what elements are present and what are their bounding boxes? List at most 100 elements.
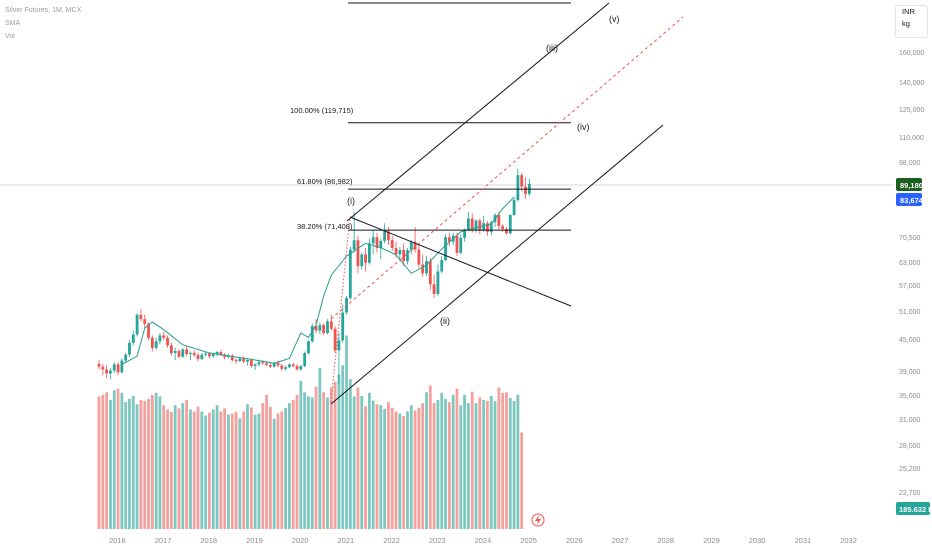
candle-body: [455, 235, 459, 253]
volume-bar: [215, 405, 219, 529]
flash-icon[interactable]: [531, 513, 545, 527]
channel-upper-line[interactable]: [346, 2, 610, 222]
time-axis[interactable]: 2016 2017 2018 2019 2020 2021 2022 2023 2024 2025…: [109, 536, 857, 545]
volume-bar: [143, 401, 147, 529]
candle-body: [387, 231, 390, 241]
volume-bar: [249, 407, 253, 529]
candle: [348, 246, 352, 300]
volume-bar: [383, 408, 387, 529]
candle: [307, 340, 310, 355]
volume-bar: [489, 395, 493, 529]
volume-bar: [268, 406, 272, 529]
candle: [329, 314, 333, 331]
candle-body: [128, 342, 131, 355]
candle-body: [116, 364, 120, 373]
candle: [341, 304, 345, 343]
candle-body: [124, 354, 128, 361]
impulse-dotted-line[interactable]: [330, 216, 351, 403]
candle-body: [147, 323, 150, 338]
candle: [257, 360, 261, 367]
price-tick-label: 25,200: [899, 466, 921, 473]
year-tick-label: 2020: [292, 536, 309, 545]
candle: [402, 243, 406, 267]
volume-bar: [185, 400, 188, 529]
candle: [253, 363, 257, 371]
candle: [131, 330, 135, 346]
candle-body: [364, 254, 367, 263]
volume-bar: [310, 397, 314, 529]
volume-bar: [417, 407, 421, 529]
candle: [436, 264, 440, 296]
volume-bar: [276, 413, 280, 529]
candle: [470, 213, 474, 233]
volume-bar: [406, 411, 409, 529]
candle: [333, 325, 337, 354]
channel-midline[interactable]: [330, 16, 684, 320]
candle: [516, 168, 520, 202]
volume-bar: [501, 392, 505, 529]
year-tick-label: 2016: [109, 536, 126, 545]
volume-bar: [211, 409, 215, 529]
candle-body: [265, 363, 268, 365]
candle-body: [109, 370, 112, 374]
volume-bar: [516, 394, 520, 529]
candle-body: [295, 366, 299, 370]
candle: [459, 234, 463, 255]
volume-bar: [451, 394, 455, 529]
candle-body: [177, 350, 181, 357]
volume-bar: [242, 411, 246, 529]
candle: [314, 319, 318, 334]
candle-body: [421, 264, 425, 274]
volume-bar: [112, 390, 116, 529]
candle: [444, 234, 447, 262]
candle-body: [379, 240, 383, 248]
candle: [189, 351, 192, 360]
sma-polyline: [121, 196, 515, 365]
candle: [432, 275, 436, 298]
currency-unit-box[interactable]: INR kg: [895, 5, 928, 38]
channel-lower-line[interactable]: [330, 124, 664, 405]
volume-bar: [371, 400, 375, 529]
candle: [150, 335, 154, 352]
volume-bar: [379, 405, 383, 529]
candle-body: [390, 240, 394, 248]
candle: [337, 333, 341, 385]
candle: [192, 350, 196, 357]
volume-bar: [280, 411, 284, 529]
candle: [173, 347, 177, 360]
price-tick-label: 63,000: [899, 260, 921, 267]
drawings[interactable]: [330, 2, 684, 405]
volume-bar: [447, 402, 451, 529]
price-axis[interactable]: 160,000 140,000 125,000 110,000 98,000 70,500…: [899, 50, 924, 497]
volume-bar: [333, 381, 337, 529]
wave-label: (i): [347, 196, 355, 206]
candle: [356, 235, 360, 274]
candle-body: [288, 364, 291, 368]
candle: [417, 244, 421, 268]
candle: [505, 226, 508, 235]
volume-bar: [497, 387, 501, 529]
volume-bar: [314, 386, 318, 529]
candle: [364, 248, 367, 272]
falling-trendline[interactable]: [349, 216, 572, 307]
candle-body: [112, 364, 116, 371]
candle: [375, 232, 379, 253]
candle-body: [135, 314, 139, 335]
candle-body: [204, 353, 208, 355]
price-tick-label: 140,000: [899, 80, 924, 87]
candle-body: [105, 369, 109, 374]
candle-body: [196, 355, 200, 359]
candle-body: [329, 321, 333, 329]
candle: [508, 214, 512, 235]
year-tick-label: 2029: [703, 536, 720, 545]
volume-bar: [208, 412, 211, 529]
candle-body: [208, 353, 211, 357]
volume-bar: [463, 394, 466, 529]
candle-body: [173, 350, 177, 354]
candle: [447, 232, 451, 247]
candle: [379, 238, 383, 260]
volume-bar: [272, 418, 276, 529]
year-tick-label: 2021: [338, 536, 355, 545]
